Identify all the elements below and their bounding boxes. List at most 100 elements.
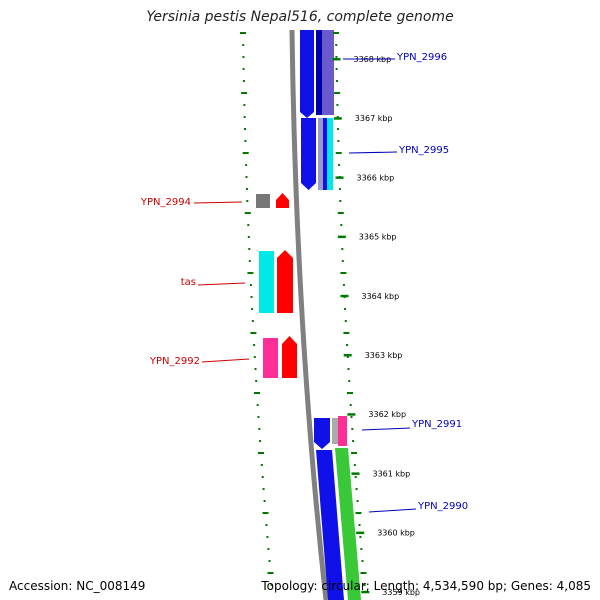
tick-label: 3366 kbp <box>357 173 395 182</box>
right-track-dot <box>356 500 359 502</box>
right-track-dot <box>359 536 362 538</box>
right-track-dot <box>335 80 338 82</box>
right-track-dot <box>335 152 342 154</box>
left-track-dot <box>251 308 254 310</box>
major-tick <box>343 354 352 357</box>
left-track-dot <box>248 248 251 250</box>
feature-block-2990-blue[interactable] <box>316 450 344 600</box>
feature-block-2991-pink[interactable] <box>338 416 347 446</box>
feature-block-2995-cyan[interactable] <box>327 118 333 190</box>
right-track-dot <box>361 560 364 562</box>
right-track-dot <box>336 116 339 118</box>
major-tick <box>332 58 341 61</box>
feature-block-2990-green[interactable] <box>335 448 361 600</box>
left-track-dot <box>253 356 256 358</box>
right-track-dot <box>344 308 347 310</box>
feature-block-tas-cyan[interactable] <box>259 251 274 313</box>
feature-arrow-2995-blue[interactable] <box>301 118 316 190</box>
topology-text: Topology: circular; Length: 4,534,590 bp… <box>261 579 591 593</box>
tick-label: 3362 kbp <box>368 410 406 419</box>
left-track-dot <box>253 344 256 346</box>
right-track-dot <box>337 128 339 130</box>
left-track-dot <box>249 284 252 286</box>
gene-label[interactable]: YPN_2991 <box>411 419 462 430</box>
left-track-dot <box>245 176 248 178</box>
gene-label[interactable]: YPN_2995 <box>398 145 449 156</box>
feature-block-2995-blue[interactable] <box>323 118 327 190</box>
right-track-dot <box>351 428 354 430</box>
major-tick <box>335 176 344 179</box>
right-track-dot <box>363 584 366 586</box>
right-track-dot <box>360 572 367 574</box>
left-track-dot <box>245 164 248 166</box>
tick-label: 3361 kbp <box>373 469 411 478</box>
gene-leader-line <box>368 508 417 513</box>
left-track-dot <box>256 404 259 406</box>
right-track-dot <box>348 380 351 382</box>
feature-block-2991-gray[interactable] <box>332 418 338 444</box>
right-track-dot <box>342 284 345 286</box>
accession-text: Accession: NC_008149 <box>9 579 146 593</box>
left-track-dot <box>262 512 269 514</box>
tick-label: 3367 kbp <box>355 114 393 123</box>
feature-block-upper-blue-b[interactable] <box>316 30 322 115</box>
feature-block-2992-pink[interactable] <box>263 338 278 378</box>
left-track-dot <box>258 452 264 454</box>
right-track-dot <box>337 140 340 142</box>
right-track-dot <box>340 224 343 226</box>
right-track-dot <box>355 488 358 490</box>
feature-arrow-2992-red[interactable] <box>282 336 297 378</box>
left-track-dot <box>268 560 271 562</box>
gene-label[interactable]: YPN_2992 <box>149 356 200 367</box>
feature-arrow-upper-blue[interactable] <box>300 90 314 118</box>
left-track-dot <box>242 152 249 154</box>
left-track-dot <box>259 440 262 442</box>
gene-leader-line <box>201 358 250 363</box>
feature-arrow-tas-red[interactable] <box>277 250 293 313</box>
map-title: Yersinia pestis Nepal516, complete genom… <box>146 9 454 25</box>
major-tick <box>361 590 370 594</box>
right-track-dot <box>343 332 350 334</box>
feature-arrow-2991-blue[interactable] <box>314 418 330 449</box>
right-track-dot <box>358 524 361 526</box>
left-track-dot <box>246 200 249 202</box>
left-track-dot <box>244 212 251 214</box>
feature-block-upper-blue-a[interactable] <box>300 30 314 90</box>
left-track-dot <box>242 44 245 46</box>
right-track-dot <box>347 392 353 394</box>
gene-label[interactable]: YPN_2994 <box>140 197 191 208</box>
gene-label[interactable]: YPN_2996 <box>396 52 447 63</box>
gene-leader-line <box>193 201 243 204</box>
left-track-dot <box>247 236 250 238</box>
left-track-dot <box>243 116 246 118</box>
left-track-dot <box>267 572 274 574</box>
right-track-dot <box>338 164 341 166</box>
right-track-dot <box>346 356 349 358</box>
right-track-dot <box>340 272 347 274</box>
feature-block-2995-gray[interactable] <box>318 118 323 190</box>
major-tick <box>347 413 356 416</box>
left-track-dot <box>250 296 253 298</box>
right-track-dot <box>355 512 362 514</box>
feature-arrow-2994-red[interactable] <box>276 193 289 208</box>
gene-label[interactable]: YPN_2990 <box>417 501 468 512</box>
left-track-dot <box>260 464 263 466</box>
right-track-dot <box>346 344 349 346</box>
tick-label: 3363 kbp <box>365 351 403 360</box>
left-track-dot <box>243 104 246 106</box>
right-track-dot <box>352 440 355 442</box>
right-track-dot <box>344 320 347 322</box>
tick-label: 3360 kbp <box>377 529 415 538</box>
gene-leader-line <box>361 427 411 431</box>
left-track-dot <box>242 80 245 82</box>
feature-block-2994-gray[interactable] <box>256 194 270 208</box>
left-track-dot <box>247 272 254 274</box>
right-track-dot <box>353 464 356 466</box>
gene-label[interactable]: tas <box>181 277 196 288</box>
left-track-dot <box>265 524 268 526</box>
left-track-dot <box>248 260 251 262</box>
left-track-dot <box>244 128 246 130</box>
left-track-dot <box>245 188 248 190</box>
